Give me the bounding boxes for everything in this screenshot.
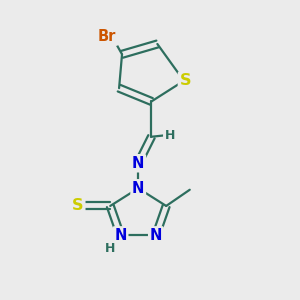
Text: N: N	[150, 228, 162, 243]
Text: S: S	[72, 198, 84, 213]
Text: H: H	[105, 242, 116, 255]
Text: N: N	[132, 156, 144, 171]
Text: N: N	[114, 228, 127, 243]
Text: S: S	[180, 73, 191, 88]
Text: H: H	[164, 129, 175, 142]
Text: N: N	[132, 181, 144, 196]
Text: Br: Br	[98, 29, 116, 44]
